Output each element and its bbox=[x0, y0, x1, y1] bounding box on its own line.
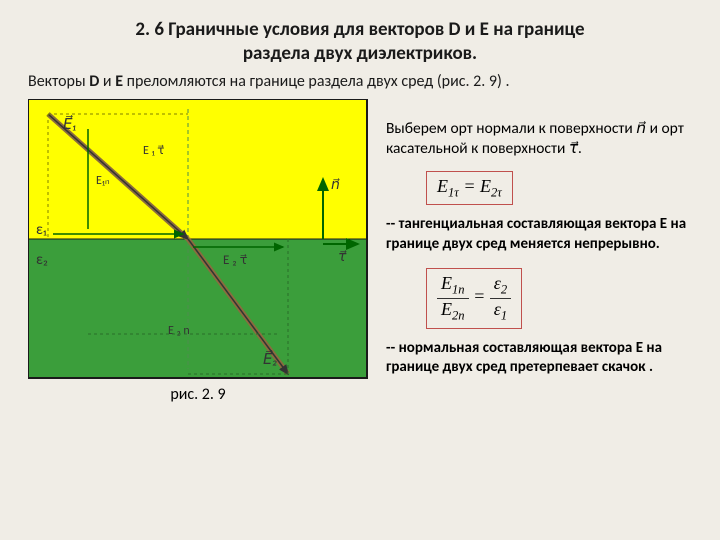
subtitle-b1: D bbox=[89, 72, 99, 91]
diagram-caption: рис. 2. 9 bbox=[28, 385, 368, 404]
refraction-diagram: n⃗ τ⃗ bbox=[28, 99, 368, 379]
svg-text:E⃗₂: E⃗₂ bbox=[263, 349, 278, 369]
svg-text:E ₂ n: E ₂ n bbox=[168, 324, 190, 338]
para1-tau: τ⃗. bbox=[569, 139, 582, 158]
subtitle-b2: E bbox=[115, 72, 123, 91]
svg-text:τ⃗: τ⃗ bbox=[338, 248, 347, 265]
svg-text:ε₁: ε₁ bbox=[36, 221, 47, 239]
subtitle-mid: и bbox=[99, 72, 115, 91]
para1-a: Выберем орт нормали к поверхности bbox=[386, 119, 636, 138]
title-line2: раздела двух диэлектриков. bbox=[243, 42, 477, 65]
note-2: -- нормальная составляющая вектора E на … bbox=[386, 339, 692, 378]
subtitle-post: преломляются на границе раздела двух сре… bbox=[123, 72, 510, 91]
subtitle: Векторы D и E преломляются на границе ра… bbox=[28, 72, 692, 91]
note2-text: -- нормальная составляющая вектора E на … bbox=[386, 339, 662, 377]
svg-text:ε₂: ε₂ bbox=[36, 251, 48, 269]
formula-2: E1n E2n = ε2 ε1 bbox=[426, 268, 522, 328]
note1-text: -- тангенциальная составляющая вектора E… bbox=[386, 215, 686, 253]
note-1: -- тангенциальная составляющая вектора E… bbox=[386, 215, 692, 254]
para1-n: n⃗ bbox=[636, 119, 646, 138]
svg-text:E⃗₁: E⃗₁ bbox=[63, 114, 76, 134]
subtitle-pre: Векторы bbox=[28, 72, 89, 91]
slide-title: 2. 6 Граничные условия для векторов D и … bbox=[28, 18, 692, 66]
formula-1: E1τ = E2τ bbox=[426, 171, 513, 206]
svg-text:n⃗: n⃗ bbox=[331, 176, 340, 193]
svg-text:E ₂ τ⃗: E ₂ τ⃗ bbox=[223, 253, 248, 268]
title-line1: 2. 6 Граничные условия для векторов D и … bbox=[135, 18, 584, 41]
svg-text:E ₁ τ⃗: E ₁ τ⃗ bbox=[143, 144, 164, 158]
para-1: Выберем орт нормали к поверхности n⃗ и о… bbox=[386, 119, 692, 159]
svg-text:E₁ₙ: E₁ₙ bbox=[96, 174, 110, 188]
